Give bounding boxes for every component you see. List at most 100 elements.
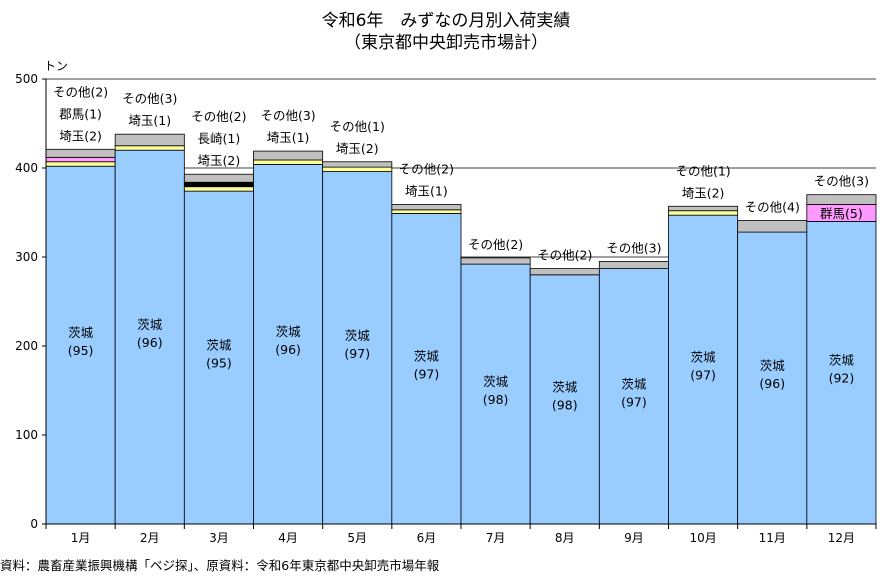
x-tick-label: 11月 xyxy=(759,531,786,545)
bar-main-label: 茨城 xyxy=(68,325,94,340)
bar-main-label: (97) xyxy=(344,346,370,361)
bar-top-label: 郡馬(1) xyxy=(59,106,102,121)
y-tick-label: 500 xyxy=(15,72,38,86)
bar-segment-その他-4月 xyxy=(253,150,324,161)
y-tick-label: 300 xyxy=(15,250,38,264)
bar-top-label: その他(3) xyxy=(260,108,315,123)
bar-top-label: その他(3) xyxy=(814,174,869,189)
bar-top-label: その他(3) xyxy=(606,240,661,255)
bar-top-label: その他(1) xyxy=(330,119,385,134)
bar-top-label: その他(2) xyxy=(399,161,454,176)
bar-segment-埼玉-6月 xyxy=(391,209,462,214)
bar-main-label: 茨城 xyxy=(829,353,855,368)
chart-subtitle: （東京都中央卸売市場計） xyxy=(344,33,548,53)
bar-top-label: その他(2) xyxy=(53,84,108,99)
bar-main-label: 茨城 xyxy=(414,349,440,364)
y-axis-unit-label: トン xyxy=(44,59,68,73)
bar-top-label: その他(3) xyxy=(122,91,177,106)
bar-segment-埼玉-2月 xyxy=(114,145,185,151)
bar-top-label: 埼玉(2) xyxy=(682,185,725,200)
x-tick-label: 3月 xyxy=(209,531,229,545)
bar-segment-その他-11月 xyxy=(737,220,808,233)
bar-main-label: (96) xyxy=(759,376,785,391)
x-tick-label: 6月 xyxy=(417,531,437,545)
bar-main-label: 茨城 xyxy=(760,358,786,373)
x-tick-label: 9月 xyxy=(624,531,644,545)
bar-main-label: 茨城 xyxy=(483,374,509,389)
bar-top-label: 埼玉(2) xyxy=(198,153,241,168)
chart-title: 令和6年 みずなの月別入荷実績 xyxy=(322,11,571,31)
bar-main-label: 茨城 xyxy=(621,376,647,391)
x-tick-label: 4月 xyxy=(278,531,298,545)
bar-top-label: その他(2) xyxy=(537,248,592,263)
bar-top-label: その他(4) xyxy=(745,200,800,215)
bar-segment-群馬-1月 xyxy=(45,156,116,163)
bar-main-label: (92) xyxy=(829,371,855,386)
x-tick-label: 10月 xyxy=(689,531,716,545)
bar-segment-茨城-10月 xyxy=(668,214,739,525)
x-tick-label: 1月 xyxy=(71,531,91,545)
bar-inner-label: 群馬(5) xyxy=(820,206,863,221)
bar-top-label: 長崎(1) xyxy=(198,131,241,146)
axes: 0 100 200 300 400 500 1月 2月 3月 4月 5月 6月 7月 8月 9月 10月 11月… xyxy=(15,72,877,545)
bar-segment-埼玉-4月 xyxy=(253,159,324,165)
bar-top-label: その他(2) xyxy=(468,237,523,252)
bar-main-label: 茨城 xyxy=(345,328,371,343)
source-note: 資料：農畜産業振興機構「ベジ探」、原資料：令和6年東京都中央卸売市場年報 xyxy=(0,558,440,573)
bar-main-label: (96) xyxy=(275,342,301,357)
bar-top-label: 埼玉(2) xyxy=(336,141,379,156)
y-tick-label: 200 xyxy=(15,339,38,353)
bar-segment-埼玉-3月 xyxy=(183,186,254,192)
bars xyxy=(45,133,877,525)
bar-segment-その他-5月 xyxy=(322,161,393,168)
bar-segment-茨城-1月 xyxy=(45,165,116,525)
bar-segment-その他-8月 xyxy=(529,268,600,276)
bar-top-label: 埼玉(2) xyxy=(59,128,102,143)
bar-segment-その他-2月 xyxy=(114,133,185,147)
bar-top-label: その他(2) xyxy=(191,109,246,124)
bar-segment-その他-10月 xyxy=(668,205,739,212)
bar-segment-茨城-11月 xyxy=(737,231,808,525)
bar-segment-その他-9月 xyxy=(598,261,669,269)
bar-main-label: 茨城 xyxy=(206,338,232,353)
x-tick-label: 7月 xyxy=(486,531,506,545)
bar-main-label: 茨城 xyxy=(276,324,302,339)
bar-segment-その他-7月 xyxy=(460,257,531,265)
bar-main-label: (97) xyxy=(621,394,647,409)
bar-main-label: (97) xyxy=(414,367,440,382)
bar-main-label: (95) xyxy=(68,343,94,358)
bar-segment-その他-12月 xyxy=(806,194,877,205)
bar-segment-その他-1月 xyxy=(45,148,116,158)
bar-top-label: 埼玉(1) xyxy=(267,130,310,145)
y-tick-label: 0 xyxy=(30,517,38,531)
bar-main-label: 茨城 xyxy=(137,317,163,332)
x-tick-label: 8月 xyxy=(555,531,575,545)
bar-segment-埼玉-1月 xyxy=(45,161,116,167)
y-tick-label: 100 xyxy=(15,428,38,442)
bar-labels: 茨城 (95) その他(2) 郡馬(1) 埼玉(2) 茨城 (96) その他(3) 埼玉(1) 茨… xyxy=(53,84,869,412)
bar-segment-長崎-3月 xyxy=(183,181,254,188)
bar-main-label: (98) xyxy=(483,392,509,407)
bar-segment-その他-3月 xyxy=(183,173,254,183)
bar-top-label: 埼玉(1) xyxy=(405,183,448,198)
bar-main-label: 茨城 xyxy=(552,379,578,394)
bar-top-label: その他(1) xyxy=(675,163,730,178)
bar-segment-茨城-9月 xyxy=(598,268,669,525)
y-tick-label: 400 xyxy=(15,161,38,175)
x-tick-label: 5月 xyxy=(347,531,367,545)
bar-segment-茨城-7月 xyxy=(460,263,531,525)
bar-top-label: 埼玉(1) xyxy=(128,113,171,128)
bar-main-label: (97) xyxy=(690,368,716,383)
bar-segment-茨城-2月 xyxy=(114,149,185,525)
bar-segment-茨城-12月 xyxy=(806,220,877,525)
bar-segment-その他-6月 xyxy=(391,204,462,211)
bar-main-label: (98) xyxy=(552,397,578,412)
bar-segment-埼玉-5月 xyxy=(322,166,393,172)
bar-segment-埼玉-10月 xyxy=(668,210,739,216)
x-tick-label: 2月 xyxy=(140,531,160,545)
bar-main-label: (95) xyxy=(206,356,232,371)
bar-main-label: (96) xyxy=(137,335,163,350)
bar-main-label: 茨城 xyxy=(691,350,717,365)
x-tick-label: 12月 xyxy=(828,531,855,545)
